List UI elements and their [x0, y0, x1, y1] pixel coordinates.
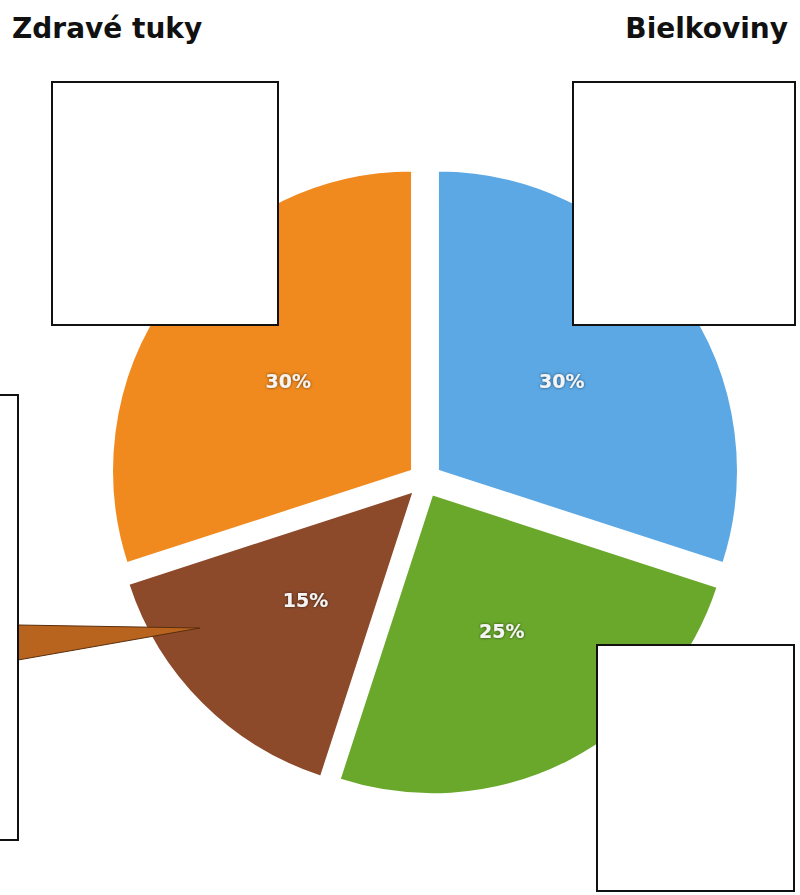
- svg-text:Bielkoviny: Bielkoviny: [625, 12, 788, 45]
- svg-text:30%: 30%: [266, 370, 311, 392]
- svg-text:Zdravé tuky: Zdravé tuky: [12, 12, 202, 45]
- svg-text:15%: 15%: [283, 589, 328, 611]
- svg-text:30%: 30%: [539, 370, 584, 392]
- svg-text:25%: 25%: [479, 620, 524, 642]
